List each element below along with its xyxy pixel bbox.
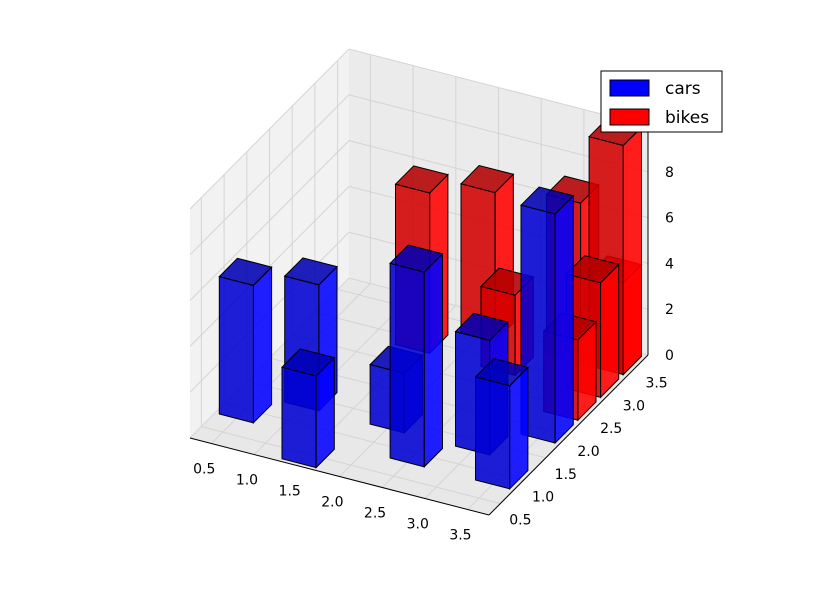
x-tick-label: 2.0	[321, 495, 343, 511]
x-tick-label: 1.5	[279, 484, 301, 500]
bar-face-top	[389, 244, 444, 273]
x-tick-label: 3.0	[407, 517, 429, 533]
axis-lines	[189, 126, 649, 516]
bar-face-front	[281, 366, 317, 469]
bar-face-front	[218, 275, 254, 424]
bar-face-side	[509, 366, 529, 491]
legend: cars bikes	[600, 70, 723, 133]
bar-face-side	[600, 263, 620, 399]
y-tick-label: 2.0	[577, 444, 599, 460]
bar-face-side	[252, 265, 273, 425]
bar-face-top	[281, 348, 336, 377]
x-tick-label: 3.5	[449, 528, 471, 544]
bar-face-top	[454, 312, 509, 341]
bar-face-top	[520, 186, 575, 215]
legend-label-cars: cars	[665, 79, 701, 99]
y-tick-label: 1.5	[555, 467, 577, 483]
z-tick-label: 8	[665, 165, 674, 181]
y-axis-line	[488, 354, 649, 516]
y-tick-label: 3.0	[623, 398, 645, 414]
z-tick-label: 6	[665, 211, 674, 227]
bar-cars	[281, 348, 336, 469]
y-tick-label: 0.5	[509, 513, 531, 529]
bar-face-front	[475, 376, 511, 490]
bar-cars	[389, 244, 444, 469]
x-axis-line	[189, 437, 490, 516]
bar-face-front	[389, 262, 425, 468]
z-tick-label: 4	[665, 256, 674, 272]
bar-face-top	[283, 257, 338, 286]
bar-face-top	[218, 257, 273, 286]
x-tick-label: 2.5	[364, 506, 386, 522]
x-tick-label: 1.0	[236, 473, 258, 489]
legend-swatch-bikes	[609, 108, 650, 126]
grid-line-z	[189, 48, 649, 210]
y-tick-label: 3.5	[645, 375, 667, 391]
tick-labels: 0.51.01.52.02.53.03.50.51.01.52.02.53.03…	[193, 119, 683, 544]
bar-face-top	[565, 255, 620, 284]
legend-label-bikes: bikes	[665, 108, 709, 128]
bar-face-side	[554, 194, 574, 445]
legend-swatch-cars	[609, 79, 650, 97]
bar-face-side	[622, 125, 642, 376]
z-tick-label: 0	[665, 348, 674, 364]
z-tick-label: 2	[665, 302, 674, 318]
y-tick-label: 1.0	[532, 490, 554, 506]
bar-cars	[474, 358, 529, 491]
bars-layer	[218, 117, 643, 491]
bar-cars	[218, 257, 273, 425]
bar-face-side	[423, 252, 443, 469]
y-tick-label: 2.5	[600, 421, 622, 437]
bar-face-top	[460, 164, 515, 194]
bar-face-top	[474, 358, 529, 387]
bar-face-side	[315, 356, 335, 469]
bar-face-top	[394, 165, 449, 194]
grid-line-z	[189, 94, 649, 256]
bar-cars	[520, 186, 575, 445]
x-tick-label: 0.5	[193, 462, 215, 478]
